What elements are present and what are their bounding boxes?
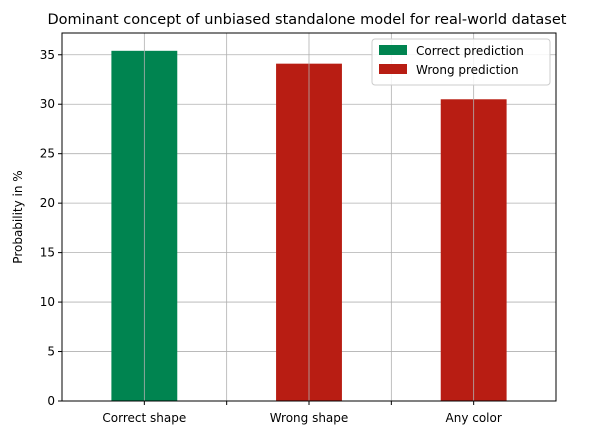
- y-tick-label: 20: [40, 196, 55, 210]
- vertical-grid-lines: [143, 33, 475, 401]
- legend-label: Wrong prediction: [416, 63, 519, 77]
- y-axis: 0 5 10 15 20 25 30 35: [40, 48, 62, 408]
- y-tick-label: 25: [40, 147, 55, 161]
- y-tick-label: 35: [40, 48, 55, 62]
- legend-label: Correct prediction: [416, 44, 524, 58]
- x-tick-label: Any color: [446, 411, 502, 425]
- y-tick-label: 15: [40, 246, 55, 260]
- y-tick-label: 10: [40, 295, 55, 309]
- x-tick-label: Correct shape: [102, 411, 186, 425]
- legend-swatch: [379, 45, 407, 55]
- y-axis-label: Probability in %: [11, 170, 25, 263]
- legend-swatch: [379, 64, 407, 74]
- x-axis: Correct shape Wrong shape Any color: [102, 401, 502, 425]
- chart-title: Dominant concept of unbiased standalone …: [48, 12, 567, 28]
- y-tick-label: 5: [47, 345, 55, 359]
- x-tick-label: Wrong shape: [270, 411, 349, 425]
- y-tick-label: 0: [47, 394, 55, 408]
- y-tick-label: 30: [40, 97, 55, 111]
- legend: Correct prediction Wrong prediction: [371, 38, 551, 86]
- legend-box: [371, 38, 551, 86]
